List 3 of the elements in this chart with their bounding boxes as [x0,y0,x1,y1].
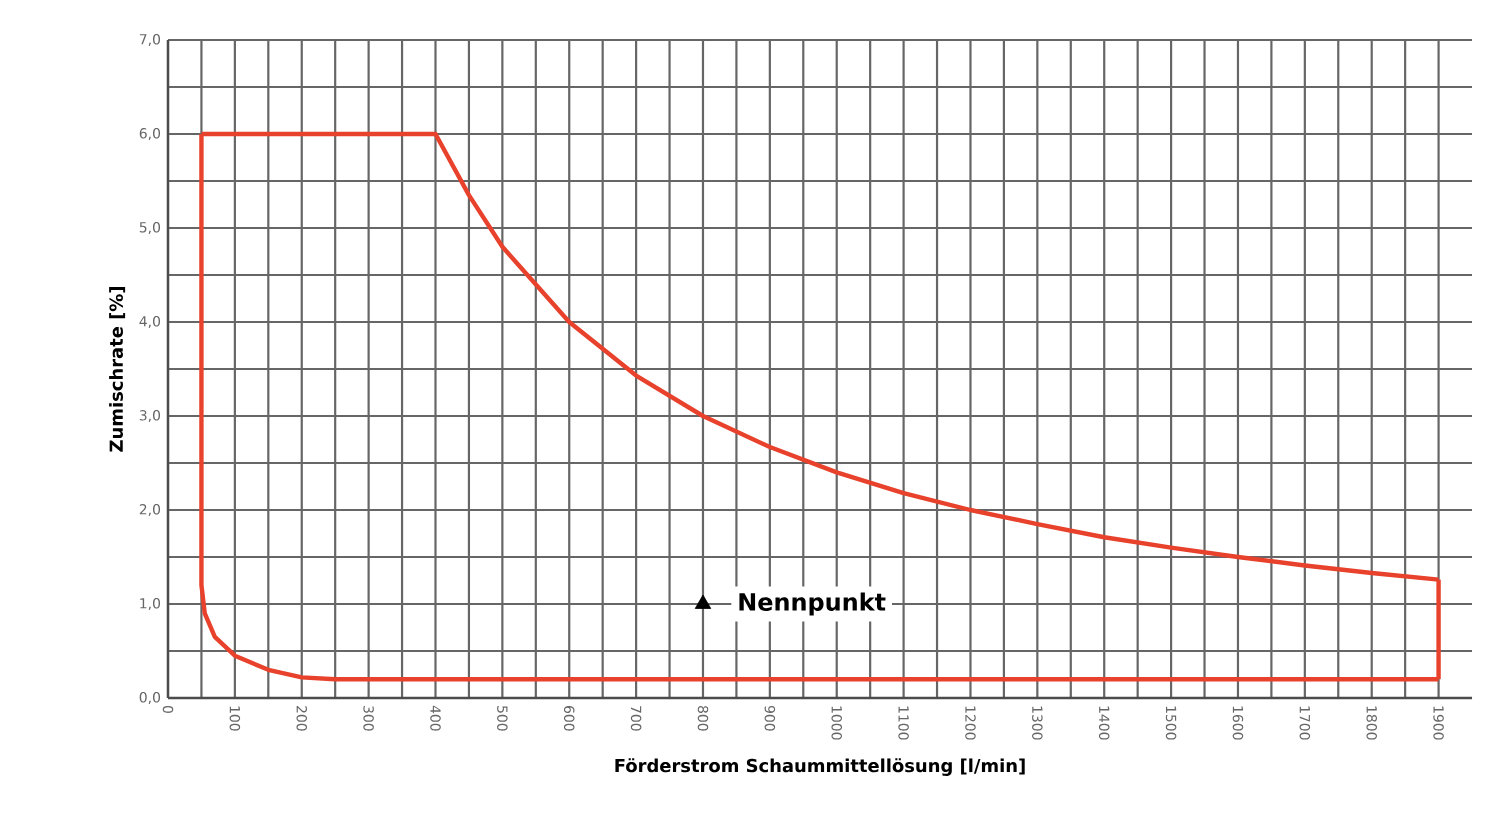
annotation: Nennpunkt [739,592,886,616]
y-axis-title: Zumischrate [%] [109,287,126,452]
x-axis-title: Förderstrom Schaummittellösung [l/min] [615,758,1025,776]
